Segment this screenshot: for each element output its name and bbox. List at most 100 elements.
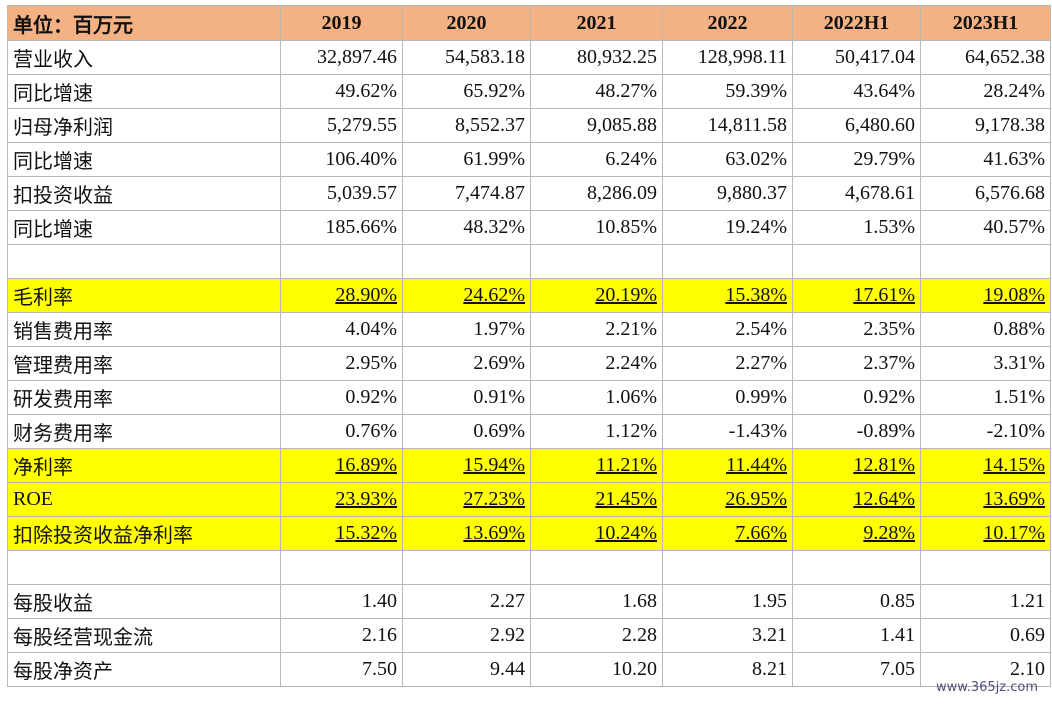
cell-value: 4,678.61 [845,182,915,204]
cell-value: 11.44% [726,454,787,476]
row-value: 15.38% [662,278,793,313]
row-value: 28.24% [920,74,1051,109]
row-value: 13.69% [920,482,1051,517]
row-label [7,550,281,585]
row-value: 26.95% [662,482,793,517]
table-row: 研发费用率 0.92% 0.91% 1.06% 0.99% 0.92% 1.51% [7,380,1051,415]
row-label: 同比增速 [7,142,281,177]
row-value: 0.92% [792,380,921,415]
year-header: 2023H1 [920,5,1051,41]
cell-value: 8.21 [752,658,787,680]
table-row: 扣除投资收益净利率 15.32% 13.69% 10.24% 7.66% 9.28% 10.… [7,516,1051,551]
row-value: 0.85 [792,584,921,619]
cell-value: 0.99% [735,386,787,408]
year-header: 2022 [662,5,793,41]
row-value: 0.69% [402,414,531,449]
row-label: 扣投资收益 [7,176,281,211]
row-value: 11.21% [530,448,663,483]
cell-value: 63.02% [725,148,787,170]
cell-value: 1.12% [605,420,657,442]
row-value: 2.28 [530,618,663,653]
table-row: 毛利率 28.90% 24.62% 20.19% 15.38% 17.61% 19.08% [7,278,1051,313]
cell-value: 1.95 [752,590,787,612]
cell-value: 28.24% [983,80,1045,102]
row-label: ROE [7,482,281,517]
table-row: 每股收益 1.40 2.27 1.68 1.95 0.85 1.21 [7,584,1051,619]
cell-value: 1.53% [863,216,915,238]
row-value: 10.17% [920,516,1051,551]
cell-value: 41.63% [983,148,1045,170]
row-value: 0.88% [920,312,1051,347]
cell-value: 2.10 [1010,658,1045,680]
row-value: 8,552.37 [402,108,531,143]
cell-value: 19.08% [983,284,1045,306]
row-value: 9.44 [402,652,531,687]
table-row: 净利率 16.89% 15.94% 11.21% 11.44% 12.81% 14.15% [7,448,1051,483]
row-value: 9,178.38 [920,108,1051,143]
row-value: 48.27% [530,74,663,109]
row-value: 6.24% [530,142,663,177]
row-value: 2.54% [662,312,793,347]
row-value: 2.24% [530,346,663,381]
row-label: 归母净利润 [7,108,281,143]
row-label: 净利率 [7,448,281,483]
cell-value: 48.32% [463,216,525,238]
row-value: 13.69% [402,516,531,551]
row-value: 1.97% [402,312,531,347]
cell-value: 13.69% [983,488,1045,510]
row-value: 8.21 [662,652,793,687]
cell-value: -2.10% [986,420,1045,442]
row-value: 9,880.37 [662,176,793,211]
row-value: 6,576.68 [920,176,1051,211]
row-label: 同比增速 [7,210,281,245]
cell-value: 3.31% [993,352,1045,374]
row-value: 16.89% [280,448,403,483]
cell-value: 10.20 [612,658,657,680]
row-value: 1.06% [530,380,663,415]
row-value: 2.16 [280,618,403,653]
cell-value: 27.23% [463,488,525,510]
cell-value: 40.57% [983,216,1045,238]
row-value: 4,678.61 [792,176,921,211]
cell-value: 14,811.58 [707,114,787,136]
cell-value: 1.97% [473,318,525,340]
cell-value: 1.06% [605,386,657,408]
cell-value: 29.79% [853,148,915,170]
row-value: 12.64% [792,482,921,517]
cell-value: 2.16 [362,624,397,646]
row-value: 19.08% [920,278,1051,313]
table-body: 营业收入 32,897.46 54,583.18 80,932.25 128,998.1… [7,40,1051,687]
row-value: 2.27 [402,584,531,619]
row-label: 每股经营现金流 [7,618,281,653]
cell-value: 128,998.11 [697,46,787,68]
row-value: 2.95% [280,346,403,381]
cell-value: 11.21% [596,454,657,476]
cell-value: 8,286.09 [587,182,657,204]
row-value: -0.89% [792,414,921,449]
cell-value: 2.27% [735,352,787,374]
row-value: 14.15% [920,448,1051,483]
cell-value: 19.24% [725,216,787,238]
cell-value: 5,039.57 [327,182,397,204]
row-value [792,244,921,279]
row-value: 7,474.87 [402,176,531,211]
row-value [530,244,663,279]
row-value: 1.21 [920,584,1051,619]
row-value: 1.53% [792,210,921,245]
cell-value: -0.89% [856,420,915,442]
row-value [920,244,1051,279]
row-value: 28.90% [280,278,403,313]
row-value: 49.62% [280,74,403,109]
row-label: 研发费用率 [7,380,281,415]
row-value [280,550,403,585]
spacer-row [7,244,1051,279]
row-value: 1.95 [662,584,793,619]
cell-value: 7,474.87 [455,182,525,204]
cell-value: 10.17% [983,522,1045,544]
row-value: 17.61% [792,278,921,313]
table-row: ROE 23.93% 27.23% 21.45% 26.95% 12.64% 13.69% [7,482,1051,517]
row-value: 1.12% [530,414,663,449]
cell-value: 50,417.04 [835,46,915,68]
row-value: 32,897.46 [280,40,403,75]
table-row: 归母净利润 5,279.55 8,552.37 9,085.88 14,811.58 6,… [7,108,1051,143]
